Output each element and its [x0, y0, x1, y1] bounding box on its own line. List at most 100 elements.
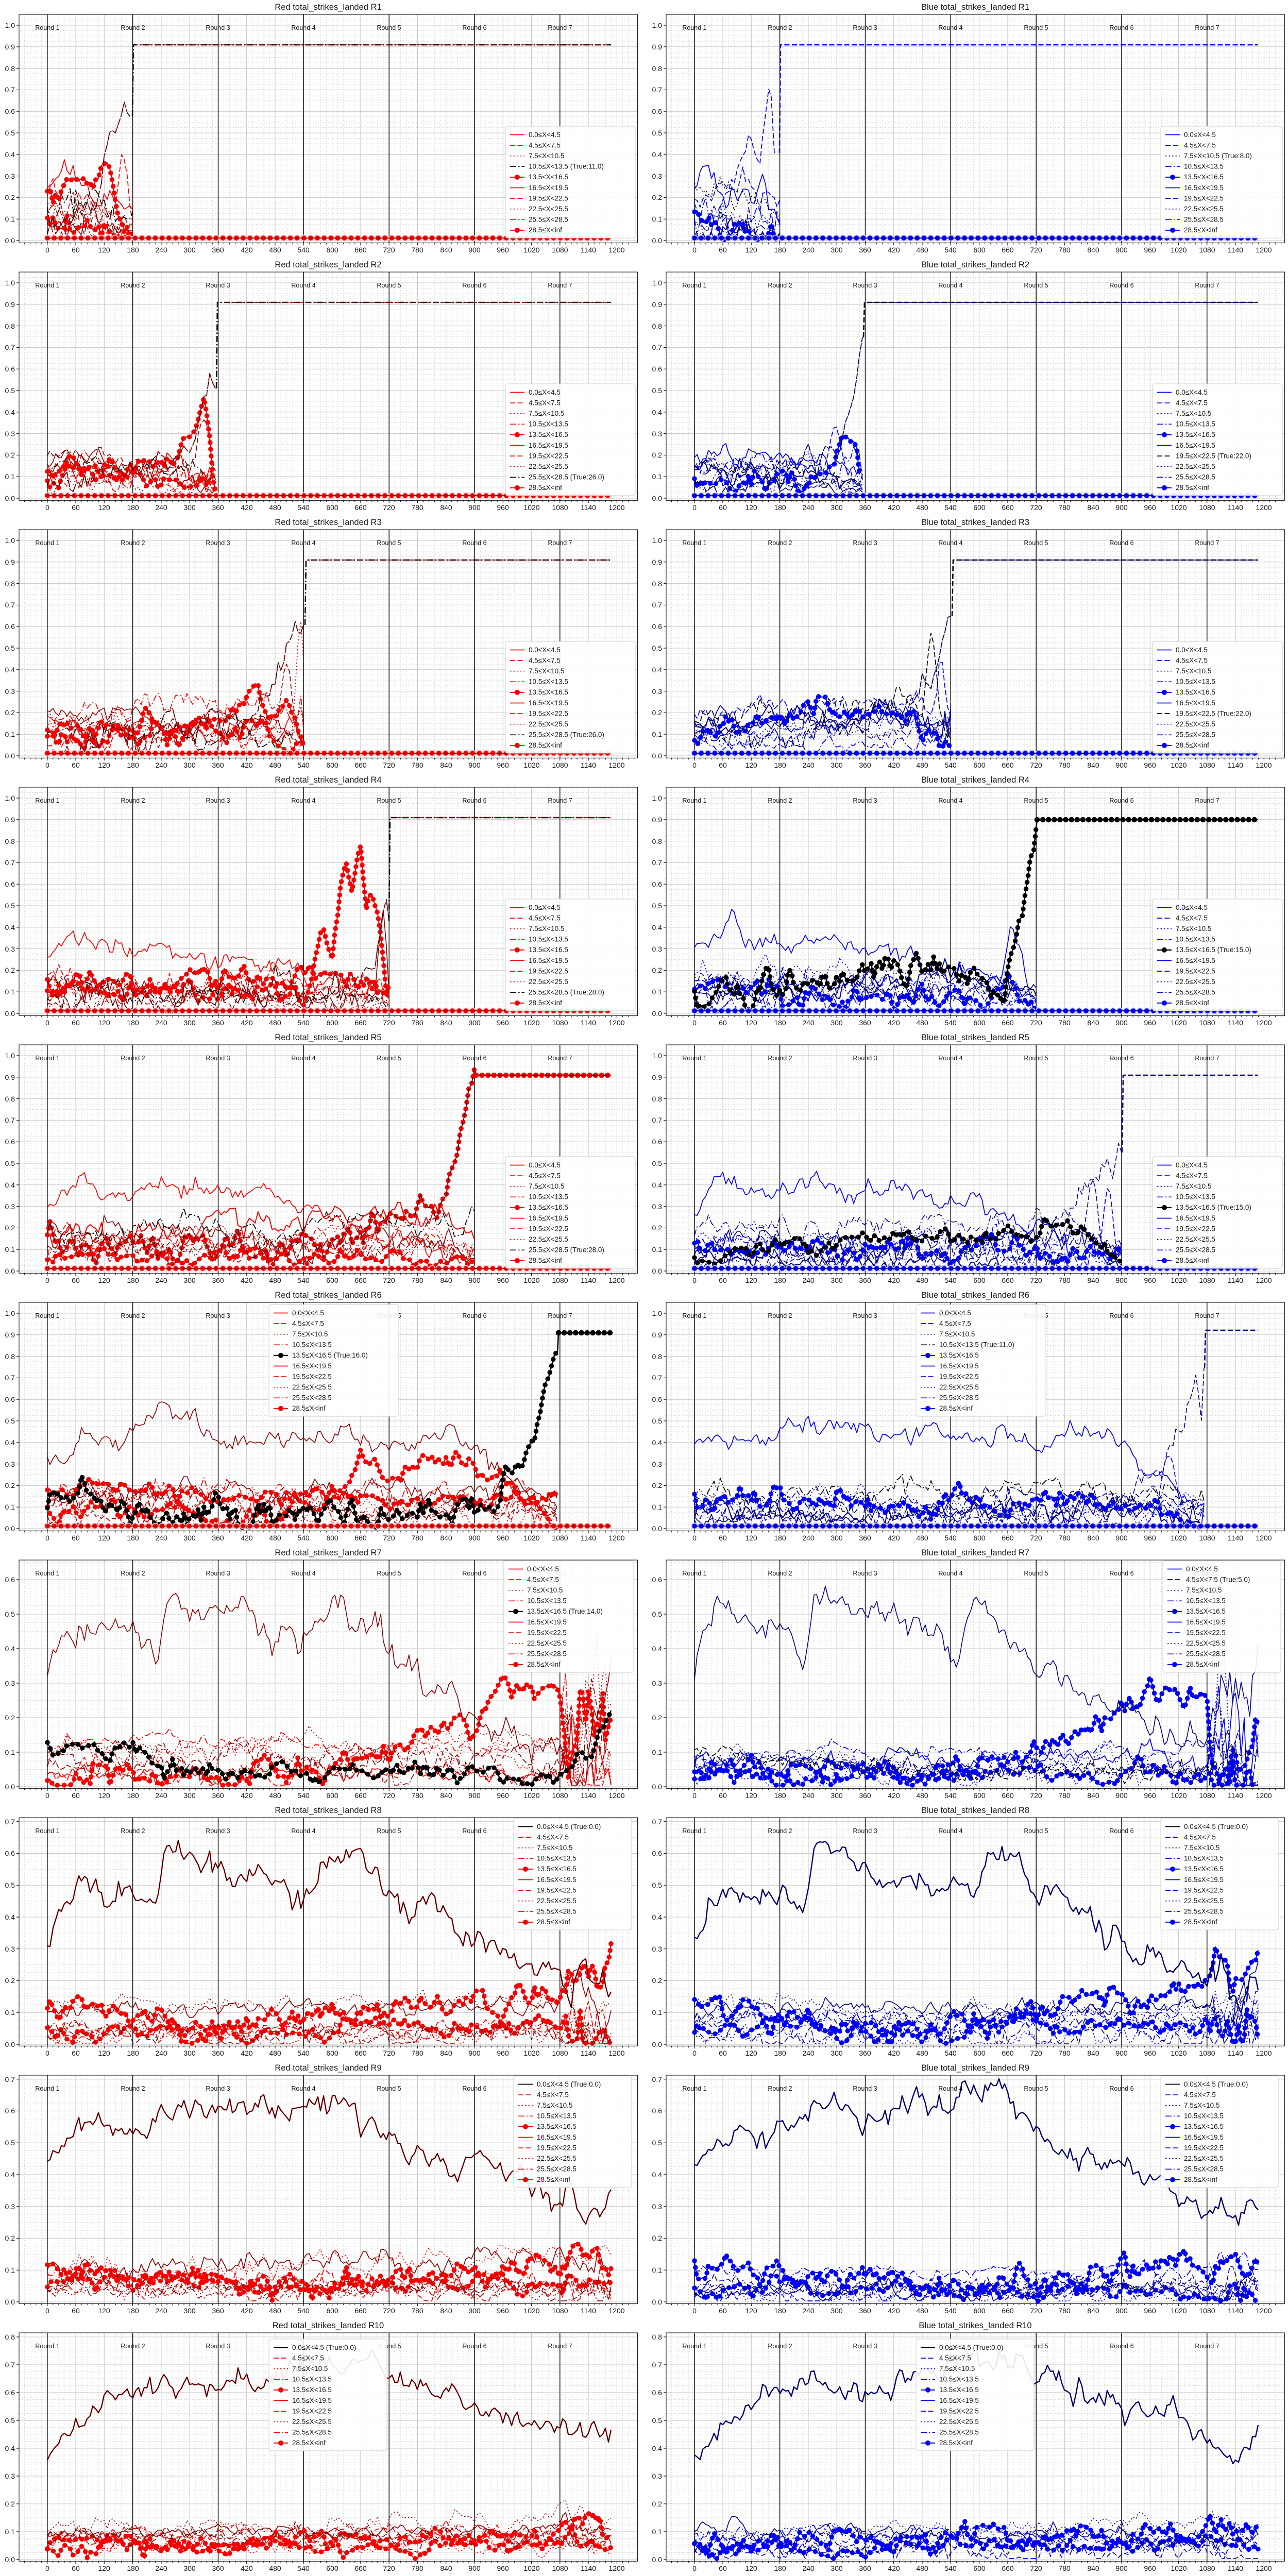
svg-text:13.5≤X<16.5: 13.5≤X<16.5	[537, 2123, 577, 2130]
svg-text:22.5≤X<25.5: 22.5≤X<25.5	[939, 1383, 979, 1391]
svg-text:16.5≤X<19.5: 16.5≤X<19.5	[1184, 184, 1224, 192]
svg-text:Red total_strikes_landed R6: Red total_strikes_landed R6	[275, 1291, 381, 1300]
svg-text:0.0≤X<4.5 (True:0.0): 0.0≤X<4.5 (True:0.0)	[537, 1823, 601, 1831]
svg-text:13.5≤X<16.5: 13.5≤X<16.5	[292, 2386, 332, 2394]
svg-text:Red total_strikes_landed R7: Red total_strikes_landed R7	[275, 1548, 381, 1557]
svg-text:7.5≤X<10.5: 7.5≤X<10.5	[1176, 667, 1211, 675]
svg-text:25.5≤X<28.5: 25.5≤X<28.5	[1176, 989, 1215, 996]
svg-text:0.0≤X<4.5: 0.0≤X<4.5	[527, 1565, 559, 1573]
svg-text:4.5≤X<7.5: 4.5≤X<7.5	[529, 141, 561, 149]
svg-text:10.5≤X<13.5: 10.5≤X<13.5	[1176, 678, 1215, 686]
svg-text:7.5≤X<10.5: 7.5≤X<10.5	[529, 667, 564, 675]
svg-text:13.5≤X<16.5: 13.5≤X<16.5	[1186, 1607, 1226, 1615]
svg-text:0.0≤X<4.5: 0.0≤X<4.5	[529, 1161, 561, 1169]
svg-text:13.5≤X<16.5: 13.5≤X<16.5	[1184, 173, 1224, 181]
svg-text:Blue total_strikes_landed R2: Blue total_strikes_landed R2	[921, 260, 1029, 269]
svg-text:0.0≤X<4.5 (True:0.0): 0.0≤X<4.5 (True:0.0)	[1184, 2080, 1248, 2088]
svg-text:16.5≤X<19.5: 16.5≤X<19.5	[529, 1214, 568, 1222]
svg-text:19.5≤X<22.5: 19.5≤X<22.5	[529, 709, 568, 717]
svg-text:25.5≤X<28.5: 25.5≤X<28.5	[939, 1394, 979, 1402]
svg-text:28.5≤X<inf: 28.5≤X<inf	[529, 741, 562, 749]
svg-text:7.5≤X<10.5: 7.5≤X<10.5	[1176, 410, 1211, 417]
svg-text:Blue total_strikes_landed R4: Blue total_strikes_landed R4	[921, 775, 1029, 785]
svg-text:7.5≤X<10.5: 7.5≤X<10.5	[527, 1586, 563, 1594]
svg-text:28.5≤X<inf: 28.5≤X<inf	[1176, 999, 1209, 1007]
svg-text:10.5≤X<13.5: 10.5≤X<13.5	[1186, 1597, 1226, 1605]
svg-text:7.5≤X<10.5: 7.5≤X<10.5	[1184, 1844, 1219, 1852]
svg-text:7.5≤X<10.5: 7.5≤X<10.5	[529, 410, 564, 417]
svg-text:13.5≤X<16.5 (True:14.0): 13.5≤X<16.5 (True:14.0)	[527, 1607, 603, 1615]
svg-text:22.5≤X<25.5: 22.5≤X<25.5	[529, 978, 568, 986]
svg-text:7.5≤X<10.5: 7.5≤X<10.5	[292, 1330, 328, 1338]
svg-text:16.5≤X<19.5: 16.5≤X<19.5	[939, 1362, 979, 1370]
svg-text:19.5≤X<22.5: 19.5≤X<22.5	[1184, 2144, 1224, 2151]
svg-text:0.0≤X<4.5: 0.0≤X<4.5	[1184, 131, 1216, 139]
svg-text:16.5≤X<19.5: 16.5≤X<19.5	[939, 2397, 979, 2404]
svg-text:25.5≤X<28.5: 25.5≤X<28.5	[1176, 473, 1215, 481]
svg-text:25.5≤X<28.5: 25.5≤X<28.5	[939, 2429, 979, 2436]
svg-text:7.5≤X<10.5: 7.5≤X<10.5	[537, 2102, 572, 2109]
svg-text:22.5≤X<25.5: 22.5≤X<25.5	[292, 2418, 332, 2426]
svg-text:19.5≤X<22.5: 19.5≤X<22.5	[529, 194, 568, 202]
svg-text:25.5≤X<28.5: 25.5≤X<28.5	[537, 2165, 577, 2173]
svg-text:19.5≤X<22.5 (True:22.0): 19.5≤X<22.5 (True:22.0)	[1176, 452, 1251, 460]
svg-text:4.5≤X<7.5: 4.5≤X<7.5	[527, 1575, 559, 1583]
svg-text:19.5≤X<22.5: 19.5≤X<22.5	[292, 1372, 332, 1380]
svg-text:19.5≤X<22.5: 19.5≤X<22.5	[939, 2407, 979, 2415]
svg-text:13.5≤X<16.5: 13.5≤X<16.5	[537, 1865, 577, 1873]
svg-text:25.5≤X<28.5: 25.5≤X<28.5	[529, 216, 568, 224]
svg-text:7.5≤X<10.5 (True:8.0): 7.5≤X<10.5 (True:8.0)	[1184, 152, 1252, 160]
svg-text:7.5≤X<10.5: 7.5≤X<10.5	[537, 1844, 572, 1852]
svg-text:Red total_strikes_landed R9: Red total_strikes_landed R9	[275, 2063, 381, 2073]
svg-text:0.0≤X<4.5: 0.0≤X<4.5	[1186, 1565, 1218, 1573]
svg-text:13.5≤X<16.5: 13.5≤X<16.5	[1184, 1865, 1224, 1873]
svg-text:10.5≤X<13.5 (True:11.0): 10.5≤X<13.5 (True:11.0)	[939, 1341, 1014, 1349]
svg-text:19.5≤X<22.5: 19.5≤X<22.5	[1184, 1886, 1224, 1894]
svg-text:4.5≤X<7.5: 4.5≤X<7.5	[529, 656, 561, 664]
svg-text:16.5≤X<19.5: 16.5≤X<19.5	[527, 1618, 567, 1626]
svg-text:25.5≤X<28.5 (True:26.0): 25.5≤X<28.5 (True:26.0)	[529, 731, 604, 739]
svg-text:13.5≤X<16.5 (True:15.0): 13.5≤X<16.5 (True:15.0)	[1176, 946, 1251, 954]
svg-text:22.5≤X<25.5: 22.5≤X<25.5	[537, 2155, 577, 2162]
svg-text:16.5≤X<19.5: 16.5≤X<19.5	[1184, 2133, 1224, 2141]
svg-text:25.5≤X<28.5: 25.5≤X<28.5	[1186, 1650, 1226, 1658]
svg-text:10.5≤X<13.5: 10.5≤X<13.5	[537, 2112, 577, 2120]
svg-text:Blue total_strikes_landed R6: Blue total_strikes_landed R6	[921, 1291, 1029, 1300]
svg-text:22.5≤X<25.5: 22.5≤X<25.5	[1184, 205, 1224, 213]
svg-text:22.5≤X<25.5: 22.5≤X<25.5	[1184, 1897, 1224, 1905]
svg-text:25.5≤X<28.5: 25.5≤X<28.5	[292, 2429, 332, 2436]
svg-text:0.0≤X<4.5: 0.0≤X<4.5	[1176, 388, 1208, 396]
svg-text:Blue total_strikes_landed R9: Blue total_strikes_landed R9	[921, 2063, 1029, 2073]
svg-text:Red total_strikes_landed R2: Red total_strikes_landed R2	[275, 260, 381, 269]
svg-text:10.5≤X<13.5: 10.5≤X<13.5	[1184, 2112, 1224, 2120]
svg-text:19.5≤X<22.5: 19.5≤X<22.5	[1184, 194, 1224, 202]
svg-text:0.0≤X<4.5: 0.0≤X<4.5	[529, 646, 561, 654]
svg-text:7.5≤X<10.5: 7.5≤X<10.5	[1184, 2102, 1219, 2109]
svg-text:10.5≤X<13.5: 10.5≤X<13.5	[939, 2376, 979, 2383]
svg-text:7.5≤X<10.5: 7.5≤X<10.5	[939, 1330, 975, 1338]
svg-text:19.5≤X<22.5: 19.5≤X<22.5	[1176, 1225, 1215, 1232]
svg-text:22.5≤X<25.5: 22.5≤X<25.5	[939, 2418, 979, 2426]
svg-text:4.5≤X<7.5: 4.5≤X<7.5	[537, 1833, 569, 1841]
svg-text:22.5≤X<25.5: 22.5≤X<25.5	[1176, 720, 1215, 728]
svg-text:19.5≤X<22.5: 19.5≤X<22.5	[529, 452, 568, 460]
svg-text:16.5≤X<19.5: 16.5≤X<19.5	[292, 2397, 332, 2404]
svg-text:4.5≤X<7.5: 4.5≤X<7.5	[529, 914, 561, 922]
svg-text:13.5≤X<16.5: 13.5≤X<16.5	[529, 688, 568, 696]
svg-text:28.5≤X<inf: 28.5≤X<inf	[529, 999, 562, 1007]
svg-text:0.0≤X<4.5 (True:0.0): 0.0≤X<4.5 (True:0.0)	[1184, 1823, 1248, 1831]
svg-text:25.5≤X<28.5: 25.5≤X<28.5	[527, 1650, 567, 1658]
svg-text:22.5≤X<25.5: 22.5≤X<25.5	[292, 1383, 332, 1391]
svg-text:28.5≤X<inf: 28.5≤X<inf	[292, 1404, 326, 1412]
svg-text:Blue total_strikes_landed R1: Blue total_strikes_landed R1	[921, 3, 1029, 12]
svg-text:Red total_strikes_landed R4: Red total_strikes_landed R4	[275, 775, 381, 785]
svg-text:13.5≤X<16.5: 13.5≤X<16.5	[1176, 688, 1215, 696]
svg-text:0.0≤X<4.5: 0.0≤X<4.5	[1176, 646, 1208, 654]
svg-text:4.5≤X<7.5: 4.5≤X<7.5	[537, 2091, 569, 2098]
svg-text:10.5≤X<13.5: 10.5≤X<13.5	[292, 1341, 332, 1349]
svg-text:28.5≤X<inf: 28.5≤X<inf	[1176, 1257, 1209, 1264]
svg-text:0.0≤X<4.5: 0.0≤X<4.5	[529, 131, 561, 139]
svg-text:19.5≤X<22.5: 19.5≤X<22.5	[537, 1886, 577, 1894]
svg-text:10.5≤X<13.5: 10.5≤X<13.5	[527, 1597, 567, 1605]
svg-text:7.5≤X<10.5: 7.5≤X<10.5	[529, 1182, 564, 1190]
